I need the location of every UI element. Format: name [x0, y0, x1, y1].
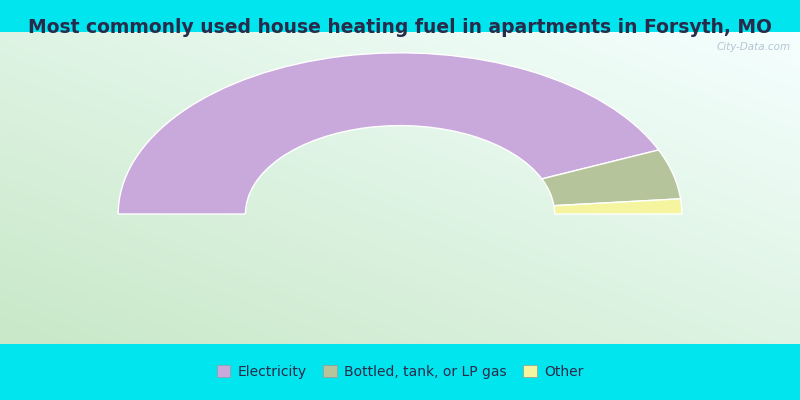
Text: City-Data.com: City-Data.com	[717, 42, 791, 52]
Wedge shape	[554, 199, 682, 214]
Wedge shape	[118, 53, 658, 214]
Text: Most commonly used house heating fuel in apartments in Forsyth, MO: Most commonly used house heating fuel in…	[28, 18, 772, 37]
Legend: Electricity, Bottled, tank, or LP gas, Other: Electricity, Bottled, tank, or LP gas, O…	[211, 360, 589, 384]
Wedge shape	[542, 150, 681, 206]
